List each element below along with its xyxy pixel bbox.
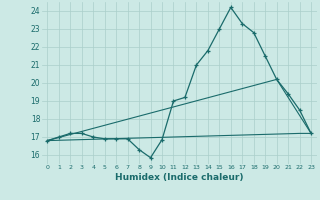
X-axis label: Humidex (Indice chaleur): Humidex (Indice chaleur) — [115, 173, 244, 182]
